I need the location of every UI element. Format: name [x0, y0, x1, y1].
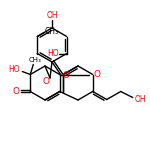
Text: CH₃: CH₃	[44, 27, 58, 36]
Text: HO: HO	[47, 49, 59, 58]
Text: CH₃: CH₃	[29, 57, 42, 63]
Text: O: O	[42, 76, 50, 85]
Text: HO: HO	[8, 65, 20, 74]
Text: O: O	[13, 87, 20, 96]
Text: O: O	[93, 70, 100, 79]
Text: OH: OH	[135, 95, 147, 104]
Text: OH: OH	[46, 12, 58, 21]
Text: O: O	[63, 70, 69, 80]
